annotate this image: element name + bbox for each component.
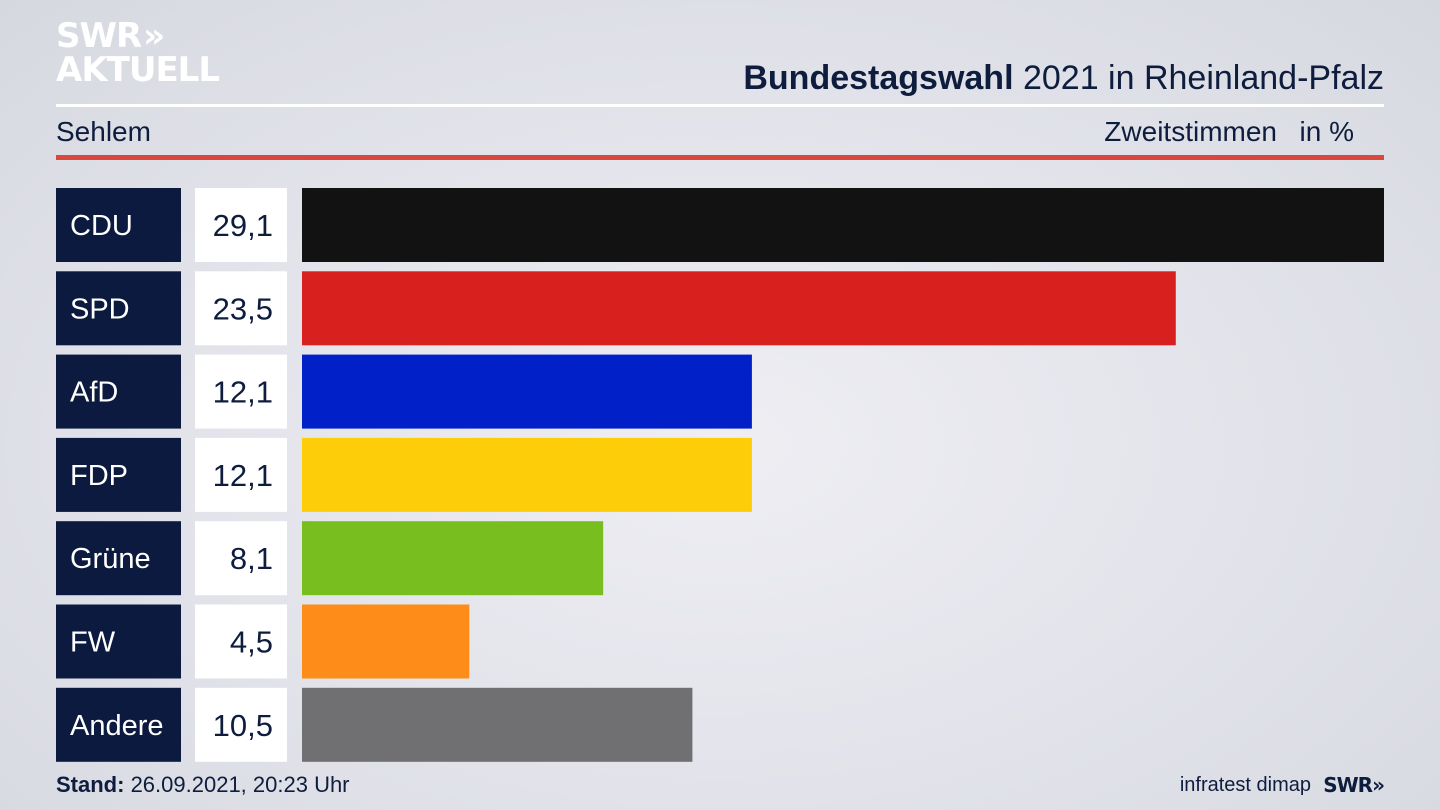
value-label-afd: 12,1 [213,375,273,410]
bar-andere [302,687,693,762]
logo-arrows-icon: » [143,16,165,56]
bar-gr-ne [302,521,604,596]
party-label-fdp: FDP [70,460,128,492]
source-label: infratest dimap [1179,774,1311,796]
title-rest: 2021 in Rheinland-Pfalz [1013,59,1384,97]
accent-divider [56,155,1384,160]
title-bold: Bundestagswahl [743,59,1014,97]
party-label-fw: FW [70,627,116,659]
timestamp-value: 26.09.2021, 20:23 Uhr [124,772,350,797]
timestamp-label: Stand: [56,772,125,797]
bar-fw [302,604,470,679]
party-label-spd: SPD [70,293,130,325]
bar-cdu [302,188,1384,262]
party-label-box-gr-ne [56,521,181,596]
unit-label: in % [1299,116,1354,147]
swr-footer-logo: SWR» [1323,773,1385,797]
party-label-box-andere [56,687,181,762]
value-box-afd [195,354,287,429]
timestamp: Stand: 26.09.2021, 20:23 Uhr [56,771,350,799]
value-label-cdu: 29,1 [213,208,273,243]
bar-afd [302,354,752,429]
logo-line-aktuell: AKTUELL [56,50,220,90]
party-label-andere: Andere [70,710,164,742]
value-label-spd: 23,5 [213,291,273,326]
party-label-box-fw [56,604,181,679]
party-label-box-fdp [56,437,181,512]
logo-swr-text: SWR [56,16,142,56]
value-box-gr-ne [195,521,287,596]
party-label-box-spd [56,271,181,346]
party-label-box-afd [56,354,181,429]
value-label-fw: 4,5 [230,625,273,660]
logo-line-swr: SWR» [56,16,165,56]
party-label-afd: AfD [70,377,118,409]
header-divider [56,104,1384,107]
party-label-box-cdu [56,188,181,262]
party-label-gr-ne: Grüne [70,543,151,575]
vote-type-label: Zweitstimmen [1104,116,1277,147]
value-box-fw [195,604,287,679]
value-label-fdp: 12,1 [213,458,273,493]
value-box-cdu [195,188,287,262]
value-box-spd [195,271,287,346]
value-box-fdp [195,437,287,512]
region-label: Sehlem [56,116,151,147]
swr-aktuell-logo: SWR» AKTUELL [56,18,226,90]
party-label-cdu: CDU [70,210,133,242]
value-label-andere: 10,5 [213,708,273,743]
page-title: Bundestagswahl 2021 in Rheinland-Pfalz [743,58,1384,98]
bar-spd [302,271,1176,346]
bar-fdp [302,437,752,512]
value-box-andere [195,687,287,762]
value-label-gr-ne: 8,1 [230,541,273,576]
